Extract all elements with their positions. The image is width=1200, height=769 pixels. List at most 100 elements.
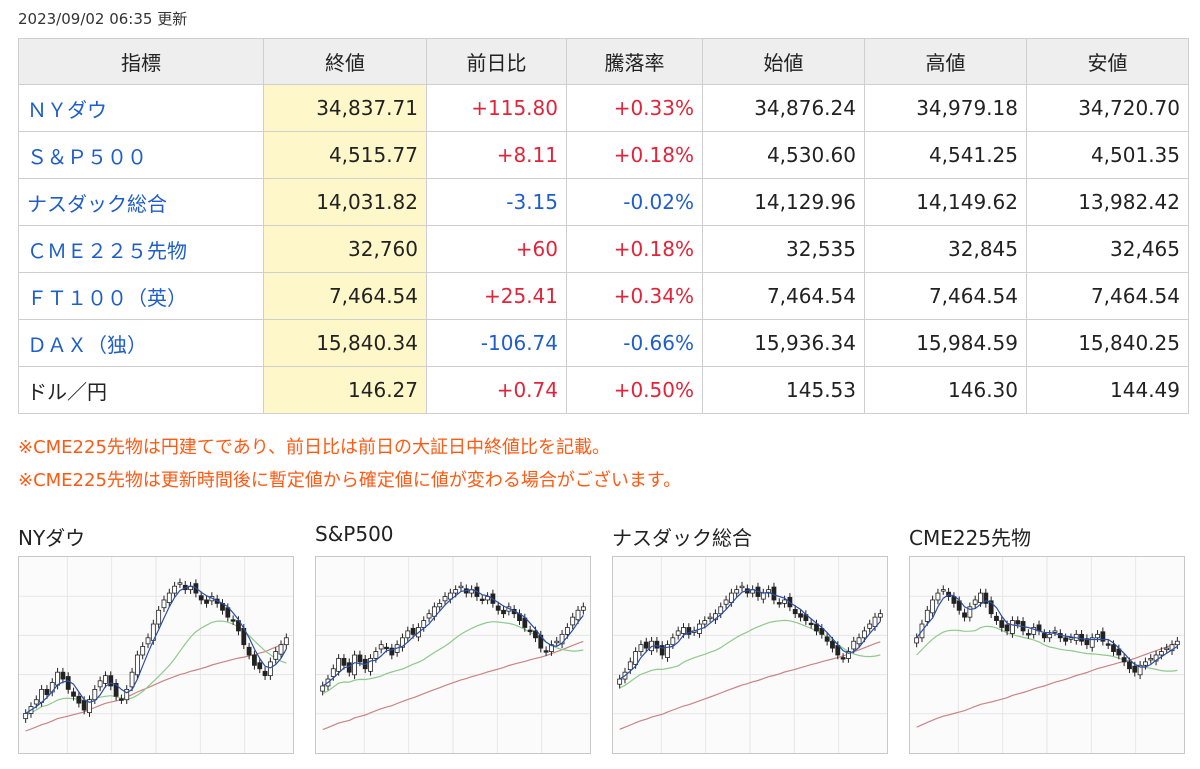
candle-body bbox=[485, 596, 490, 601]
candle-body bbox=[675, 630, 681, 636]
candle-body bbox=[718, 606, 724, 615]
candle-body bbox=[564, 627, 570, 635]
table-row: ＤＡＸ（独） 15,840.34 -106.74 -0.66% 15,936.34 15,… bbox=[18, 319, 1189, 367]
chart-nydow[interactable] bbox=[18, 556, 294, 754]
candle-body bbox=[665, 644, 670, 658]
indicator-link[interactable]: Ｓ＆Ｐ５００ bbox=[27, 144, 147, 169]
chart-cme225[interactable] bbox=[909, 556, 1185, 754]
pct-cell: +0.34% bbox=[566, 272, 703, 320]
high-cell: 15,984.59 bbox=[864, 319, 1027, 367]
change-cell: +115.80 bbox=[426, 84, 567, 132]
candle-body bbox=[198, 595, 204, 601]
indicator-name-cell: ＤＡＸ（独） bbox=[18, 319, 264, 367]
candle-body bbox=[437, 603, 443, 608]
moving-average-short bbox=[916, 594, 1178, 668]
table-row: ＦＴ１００（英） 7,464.54 +25.41 +0.34% 7,464.54 7,46… bbox=[18, 272, 1189, 320]
indicator-link[interactable]: ＣＭＥ２２５先物 bbox=[27, 238, 187, 263]
candle-body bbox=[627, 661, 633, 671]
candle-body bbox=[389, 647, 395, 656]
candle-body bbox=[1100, 631, 1106, 642]
candle-body bbox=[1052, 630, 1058, 633]
low-cell: 32,465 bbox=[1026, 225, 1189, 273]
candle-body bbox=[856, 637, 862, 645]
candle-body bbox=[851, 640, 857, 650]
low-cell: 144.49 bbox=[1026, 366, 1189, 414]
high-cell: 14,149.62 bbox=[864, 178, 1027, 226]
candle-body bbox=[543, 650, 549, 653]
candle-body bbox=[924, 609, 930, 622]
indicator-name-cell: Ｓ＆Ｐ５００ bbox=[18, 131, 264, 179]
candle-body bbox=[1137, 664, 1143, 676]
indicator-label: ドル／円 bbox=[27, 379, 107, 404]
candle-body bbox=[426, 613, 432, 619]
pct-cell: +0.18% bbox=[566, 225, 703, 273]
indicator-name-cell: ドル／円 bbox=[18, 366, 264, 414]
candle-body bbox=[782, 599, 787, 604]
candle-body bbox=[283, 637, 289, 646]
table-row: Ｓ＆Ｐ５００ 4,515.77 +8.11 +0.18% 4,530.60 4,541.2… bbox=[18, 131, 1189, 179]
candle-body bbox=[1089, 637, 1095, 648]
low-cell: 13,982.42 bbox=[1026, 178, 1189, 226]
candle-body bbox=[129, 671, 135, 688]
candle-body bbox=[1174, 640, 1180, 646]
open-cell: 14,129.96 bbox=[702, 178, 865, 226]
candle-body bbox=[1004, 624, 1010, 632]
close-cell: 34,837.71 bbox=[263, 84, 427, 132]
candle-body bbox=[877, 613, 883, 618]
indicator-name-cell: ＦＴ１００（英） bbox=[18, 272, 264, 320]
candle-body bbox=[1025, 633, 1031, 636]
candle-body bbox=[643, 641, 649, 649]
candle-body bbox=[384, 646, 389, 650]
change-cell: +60 bbox=[426, 225, 567, 273]
candle-body bbox=[1105, 643, 1111, 646]
chart-title-nydow[interactable]: NYダウ bbox=[18, 526, 86, 550]
candle-body bbox=[23, 713, 29, 720]
candle-body bbox=[330, 668, 336, 677]
candle-body bbox=[336, 658, 342, 672]
candle-body bbox=[421, 620, 427, 628]
candle-body bbox=[654, 640, 660, 649]
candle-body bbox=[346, 662, 352, 673]
note-cme-basis: ※CME225先物は円建てであり、前日比は前日の大証日中終値比を記載。 bbox=[18, 437, 611, 458]
candle-body bbox=[549, 644, 554, 652]
header-change: 前日比 bbox=[426, 38, 567, 85]
indicator-link[interactable]: ナスダック総合 bbox=[27, 191, 167, 216]
change-cell: +8.11 bbox=[426, 131, 567, 179]
indicator-link[interactable]: ＮＹダウ bbox=[27, 97, 107, 122]
open-cell: 15,936.34 bbox=[702, 319, 865, 367]
moving-average-short bbox=[322, 588, 584, 687]
indicator-link[interactable]: ＦＴ１００（英） bbox=[27, 285, 187, 310]
candle-body bbox=[373, 651, 379, 659]
chart-title-cme225[interactable]: CME225先物 bbox=[909, 526, 1032, 550]
chart-nasdaq[interactable] bbox=[612, 556, 888, 754]
candle-body bbox=[1132, 665, 1138, 673]
chart-title-sp500[interactable]: S&P500 bbox=[315, 522, 394, 546]
candle-body bbox=[1015, 620, 1021, 625]
pct-cell: -0.66% bbox=[566, 319, 703, 367]
candle-body bbox=[978, 592, 983, 603]
candle-body bbox=[830, 640, 835, 649]
table-header-row: 指標 終値 前日比 騰落率 始値 高値 安値 bbox=[18, 38, 1189, 85]
candle-body bbox=[166, 592, 172, 603]
header-low: 安値 bbox=[1026, 38, 1189, 85]
chart-sp500[interactable] bbox=[315, 556, 591, 754]
chart-title-nasdaq[interactable]: ナスダック総合 bbox=[612, 526, 752, 550]
pct-cell: +0.50% bbox=[566, 366, 703, 414]
candle-body bbox=[134, 654, 140, 676]
market-table: 指標 終値 前日比 騰落率 始値 高値 安値 ＮＹダウ 34,837.71 +115… bbox=[18, 38, 1189, 414]
header-high: 高値 bbox=[864, 38, 1027, 85]
candle-body bbox=[156, 609, 162, 625]
candle-body bbox=[814, 623, 819, 632]
open-cell: 145.53 bbox=[702, 366, 865, 414]
open-cell: 34,876.24 bbox=[702, 84, 865, 132]
moving-average-long bbox=[322, 640, 584, 731]
candle-body bbox=[760, 592, 766, 600]
candle-body bbox=[1047, 633, 1053, 639]
indicator-link[interactable]: ＤＡＸ（独） bbox=[27, 332, 147, 357]
candle-body bbox=[495, 605, 501, 611]
table-row: ナスダック総合 14,031.82 -3.15 -0.02% 14,129.96 14,1… bbox=[18, 178, 1189, 226]
candle-body bbox=[501, 609, 506, 615]
candle-body bbox=[368, 658, 373, 672]
candle-body bbox=[378, 644, 384, 650]
candle-body bbox=[554, 640, 560, 644]
